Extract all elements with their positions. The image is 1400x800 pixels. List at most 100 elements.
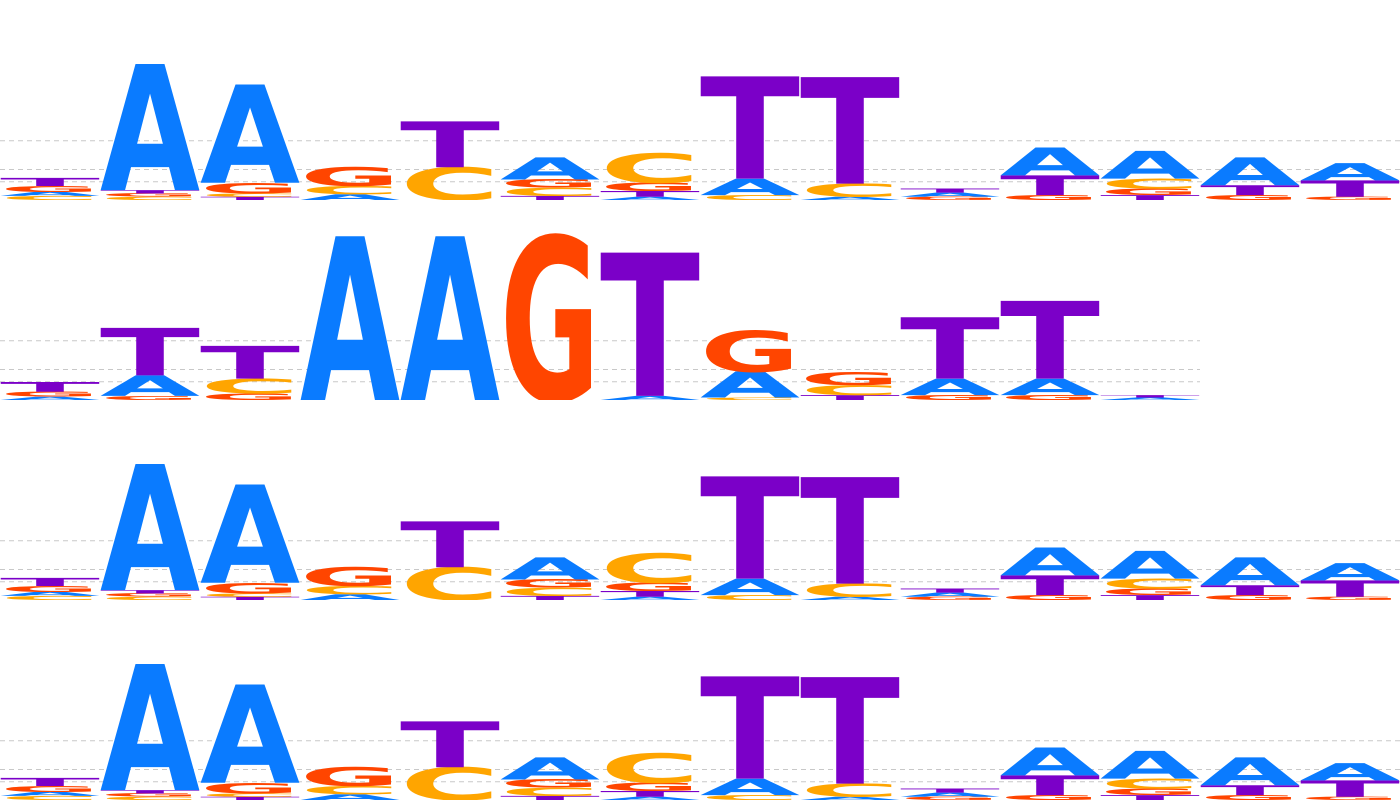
letter-G: G [200, 392, 300, 400]
letter-A: A [800, 596, 900, 600]
letter-T: T [800, 48, 900, 200]
letter-A: A [0, 396, 100, 400]
letter-A: A [600, 796, 700, 800]
letter-C: C [0, 195, 100, 200]
letter-C: C [100, 596, 200, 600]
letter-G: G [1000, 194, 1100, 200]
letter-G: G [0, 585, 100, 594]
letter-T: T [400, 709, 500, 783]
letter-A: A [900, 791, 1000, 798]
letter-G: G [900, 394, 1000, 400]
letter-G: G [0, 391, 100, 399]
letter-A: A [1300, 158, 1400, 185]
letter-G: G [0, 185, 100, 194]
letter-T: T [0, 776, 100, 789]
letter-G: G [900, 796, 1000, 800]
letter-A: A [200, 458, 300, 600]
letter-C: C [1100, 576, 1200, 592]
letter-A: A [1200, 150, 1300, 194]
letter-T: T [1000, 170, 1100, 200]
letter-A: A [700, 365, 800, 400]
letter-T: T [200, 196, 300, 200]
letter-C: C [500, 585, 600, 598]
letter-G: G [600, 581, 700, 594]
letter-T: T [900, 301, 1000, 399]
letter-G: G [700, 320, 800, 385]
letter-A: A [1000, 541, 1100, 585]
letter-G: G [500, 200, 600, 400]
letter-A: A [900, 191, 1000, 198]
letter-A: A [500, 752, 601, 787]
letter-T: T [1100, 594, 1200, 600]
letter-C: C [700, 594, 800, 600]
letter-A: A [0, 591, 100, 598]
letter-A: A [400, 200, 500, 400]
letter-G: G [200, 780, 300, 797]
letter-G: G [300, 162, 400, 192]
letter-T: T [1100, 794, 1200, 800]
letter-T: T [1100, 394, 1200, 398]
letter-T: T [400, 509, 500, 583]
letter-A: A [1300, 758, 1400, 785]
letter-T: T [600, 590, 700, 599]
letter-T: T [1100, 194, 1200, 200]
letter-G: G [100, 593, 200, 598]
letter-G: G [1300, 796, 1400, 800]
letter-C: C [0, 795, 100, 800]
letter-A: A [600, 395, 700, 400]
letter-T: T [500, 195, 600, 200]
letter-A: A [200, 658, 300, 800]
letter-T: T [900, 787, 1000, 793]
letter-T: T [700, 649, 800, 800]
letter-C: C [600, 145, 700, 192]
letter-A: A [300, 793, 400, 800]
letter-G: G [900, 596, 1000, 600]
letter-A: A [1100, 744, 1200, 788]
letter-A: A [300, 200, 400, 400]
letter-T: T [700, 49, 800, 200]
letter-T: T [800, 448, 900, 600]
letter-T: T [600, 790, 700, 799]
letter-G: G [1100, 587, 1200, 597]
letter-G: G [300, 562, 400, 592]
letter-C: C [300, 784, 400, 797]
letter-G: G [1100, 787, 1200, 797]
letter-C: C [300, 584, 400, 597]
letter-C: C [800, 580, 900, 600]
letter-G: G [800, 369, 900, 390]
letter-T: T [1200, 183, 1300, 199]
letter-A: A [0, 791, 100, 798]
letter-C: C [800, 780, 900, 800]
letter-A: A [100, 430, 200, 600]
letter-T: T [0, 176, 100, 189]
letter-T: T [1000, 280, 1100, 400]
letter-A: A [700, 174, 800, 200]
letter-T: T [0, 379, 100, 395]
letter-T: T [900, 587, 1000, 593]
letter-T: T [400, 109, 500, 183]
letter-G: G [1100, 187, 1200, 197]
letter-G: G [500, 177, 600, 190]
letter-A: A [1000, 374, 1100, 400]
letter-T: T [100, 589, 200, 594]
letter-C: C [100, 796, 200, 800]
letter-A: A [800, 796, 900, 800]
letter-T: T [200, 796, 300, 800]
letter-A: A [1100, 144, 1200, 188]
letter-T: T [1300, 176, 1400, 200]
letter-T: T [200, 596, 300, 600]
letter-A: A [1000, 741, 1100, 785]
letter-C: C [200, 793, 300, 798]
letter-C: C [500, 785, 600, 798]
letter-A: A [900, 374, 1000, 400]
letter-A: A [800, 196, 900, 200]
letter-A: A [1200, 550, 1300, 594]
letter-G: G [500, 577, 600, 590]
letter-G: G [100, 793, 200, 798]
